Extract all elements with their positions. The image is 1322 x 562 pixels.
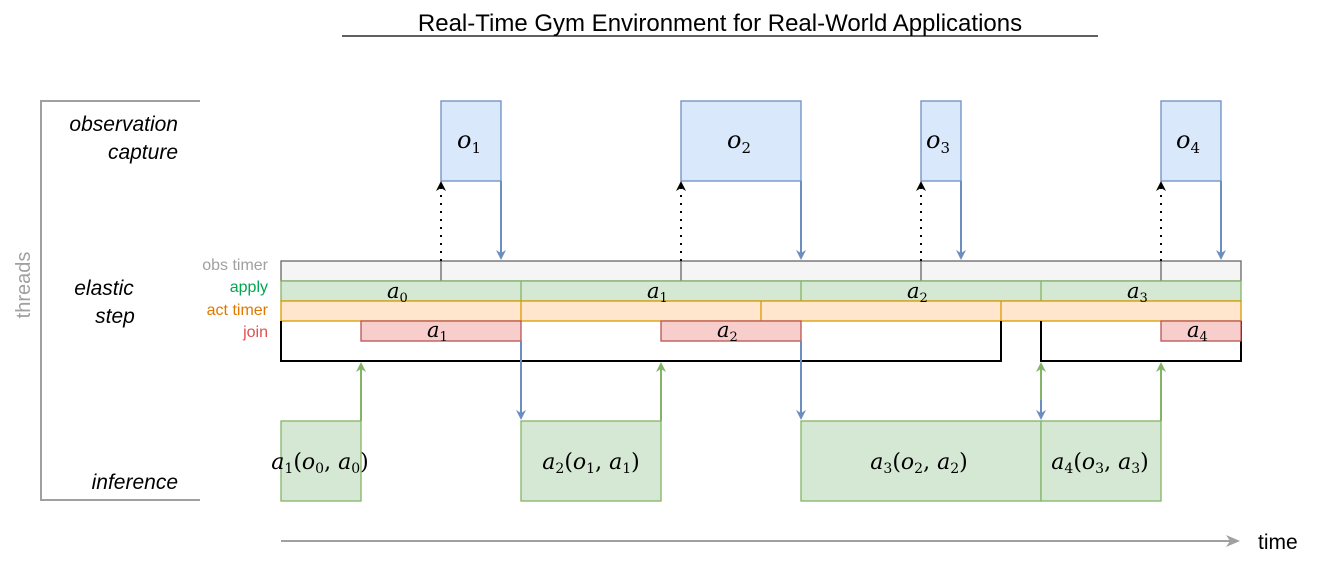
lane-label-capture: capture	[108, 141, 178, 164]
time-axis-label: time	[1258, 531, 1298, 554]
apply-bar	[281, 281, 1241, 301]
lane-label-observation: observation	[69, 113, 178, 136]
lane-label-inference: inference	[92, 471, 178, 494]
threads-label: threads	[13, 252, 35, 319]
sublane-label-obs-timer: obs timer	[202, 257, 268, 274]
sublane-label-act-timer: act timer	[207, 302, 269, 319]
lane-label-elastic: elastic	[74, 277, 134, 300]
diagram-title: Real-Time Gym Environment for Real-World…	[418, 10, 1022, 37]
sublane-label-join: join	[242, 324, 268, 341]
obs-timer-bar	[281, 261, 1241, 281]
lane-label-step: step	[95, 305, 135, 328]
sublane-label-apply: apply	[230, 279, 268, 296]
